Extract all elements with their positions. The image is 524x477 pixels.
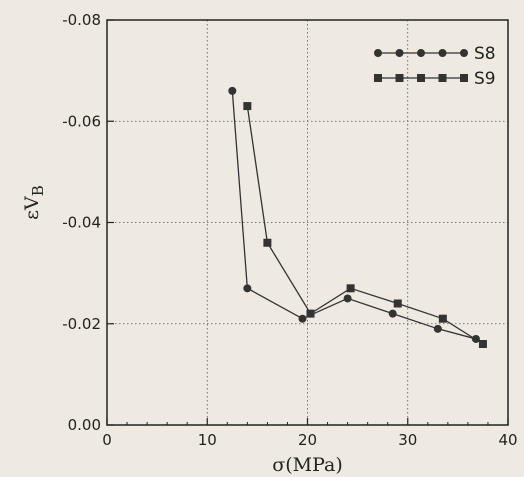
y-axis-title-subscript: B — [29, 185, 47, 196]
data-point — [243, 102, 252, 111]
legend-marker — [374, 74, 382, 82]
data-point — [438, 314, 447, 323]
data-point — [393, 299, 402, 308]
grid — [107, 20, 508, 425]
y-axis-title: εVB — [21, 185, 47, 220]
data-point — [388, 309, 397, 318]
data-point — [433, 324, 442, 333]
legend-marker — [460, 74, 468, 82]
legend-marker — [417, 49, 425, 57]
data-point — [263, 238, 272, 247]
series-s9 — [243, 102, 487, 348]
legend-marker — [395, 49, 404, 57]
x-tick-label: 0 — [102, 431, 112, 449]
x-tick-label: 40 — [498, 431, 517, 449]
data-point — [346, 284, 355, 293]
series-layer — [228, 86, 487, 348]
y-tick-label: -0.02 — [62, 315, 101, 333]
x-tick-label: 20 — [298, 431, 317, 449]
y-tick-label: 0.00 — [68, 416, 101, 434]
y-axis-title-main: εV — [21, 196, 43, 220]
data-point — [478, 340, 487, 348]
legend-marker — [460, 49, 468, 57]
x-tick-label: 10 — [198, 431, 217, 449]
y-tick-label: -0.06 — [62, 112, 101, 130]
axis-ticks: 0 10 20 30 40 0.00 -0.02 -0.04 -0.06 -0.08 — [62, 11, 517, 449]
data-point — [306, 309, 315, 318]
legend-marker — [395, 74, 404, 82]
x-axis-title: σ(MPa) — [272, 454, 343, 476]
legend-marker — [438, 49, 447, 57]
legend-item: S9 — [374, 69, 496, 89]
legend-label: S9 — [474, 69, 496, 89]
x-tick-label: 30 — [398, 431, 417, 449]
legend-item: S8 — [374, 44, 496, 64]
legend-label: S8 — [474, 44, 496, 64]
legend-marker — [417, 74, 425, 82]
y-tick-label: -0.04 — [62, 214, 101, 232]
data-point — [243, 284, 252, 293]
data-point — [343, 294, 352, 303]
data-point — [298, 314, 307, 323]
data-point — [228, 86, 237, 95]
series-s8 — [228, 86, 480, 343]
y-tick-label: -0.08 — [62, 11, 101, 29]
legend-marker — [438, 74, 447, 82]
legend-marker — [374, 49, 382, 57]
series-line — [231, 90, 477, 340]
